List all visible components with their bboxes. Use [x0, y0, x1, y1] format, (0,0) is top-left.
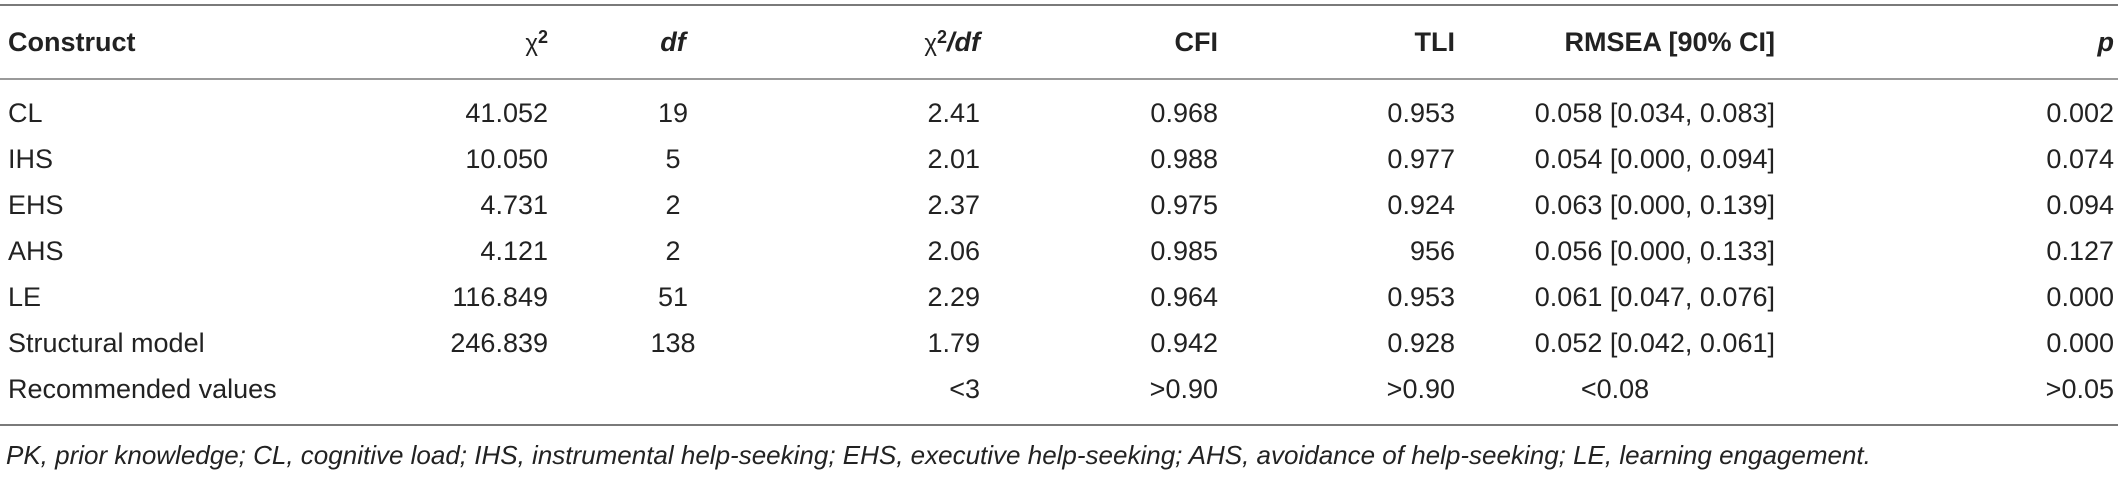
chi-symbol: χ: [525, 30, 538, 57]
cell-p: 0.000: [2046, 327, 2114, 358]
cell-ratio: <3: [949, 373, 980, 404]
cell-df: 138: [650, 327, 696, 358]
cell-tli: 0.928: [1387, 327, 1455, 358]
cell-chi2: 10.050: [465, 143, 548, 174]
cell-p: 0.000: [2046, 281, 2114, 312]
cell-tli: 0.977: [1387, 143, 1455, 174]
cell-cfi: 0.985: [1150, 235, 1218, 266]
cell-construct: LE: [8, 281, 42, 312]
header-chi-ratio: χ2/df: [798, 6, 980, 78]
table-row: CL 41.052 19 2.41 0.968 0.953 0.058 [0.0…: [0, 78, 2118, 136]
top-rule: [0, 4, 2118, 6]
cell-df: 2: [665, 235, 681, 266]
model-fit-table: Construct χ2 df χ2/df CFI TLI RMSEA [90%…: [0, 6, 2118, 412]
cell-rmsea: 0.052 [0.042, 0.061]: [1534, 327, 1775, 358]
ratio-chi-symbol: χ: [924, 30, 937, 57]
cell-ratio: 2.01: [927, 143, 980, 174]
header-chi-square: χ2: [320, 6, 548, 78]
header-cfi: CFI: [1174, 26, 1219, 57]
cell-rmsea: 0.058 [0.034, 0.083]: [1534, 97, 1775, 128]
cell-tli: 0.924: [1387, 189, 1455, 220]
cell-ratio: 1.79: [927, 327, 980, 358]
cell-construct: EHS: [8, 189, 64, 220]
cell-construct: Structural model: [8, 327, 205, 358]
cell-ratio: 2.06: [927, 235, 980, 266]
cell-chi2: 116.849: [452, 281, 548, 312]
cell-chi2: 4.731: [480, 189, 548, 220]
cell-cfi: >0.90: [1149, 373, 1218, 404]
cell-df: 19: [657, 97, 689, 128]
table-row: AHS 4.121 2 2.06 0.985 956 0.056 [0.000,…: [0, 228, 2118, 274]
cell-construct: IHS: [8, 143, 54, 174]
cell-chi2: 246.839: [450, 327, 548, 358]
bottom-rule: [0, 424, 2118, 426]
header-construct: Construct: [8, 26, 136, 57]
chi-superscript: 2: [537, 27, 548, 47]
cell-construct: CL: [8, 97, 43, 128]
cell-cfi: 0.968: [1150, 97, 1218, 128]
ratio-superscript: 2: [936, 27, 947, 47]
cell-rmsea: <0.08: [1580, 373, 1650, 404]
cell-p: 0.127: [2046, 235, 2114, 266]
cell-tli: 956: [1409, 235, 1455, 266]
cell-cfi: 0.988: [1150, 143, 1218, 174]
cell-ratio: 2.37: [927, 189, 980, 220]
cell-tli: >0.90: [1386, 373, 1455, 404]
cell-construct: AHS: [8, 235, 64, 266]
ratio-df: /df: [947, 27, 980, 57]
cell-df: 2: [665, 189, 681, 220]
header-tli: TLI: [1414, 26, 1456, 57]
cell-df: 51: [657, 281, 689, 312]
cell-cfi: 0.964: [1150, 281, 1218, 312]
cell-df: 5: [665, 143, 681, 174]
header-row: Construct χ2 df χ2/df CFI TLI RMSEA [90%…: [0, 6, 2118, 78]
cell-df: [548, 366, 798, 412]
cell-p: 0.074: [2046, 143, 2114, 174]
table-row: EHS 4.731 2 2.37 0.975 0.924 0.063 [0.00…: [0, 182, 2118, 228]
header-df: df: [660, 26, 686, 57]
cell-rmsea: 0.056 [0.000, 0.133]: [1534, 235, 1775, 266]
cell-tli: 0.953: [1387, 281, 1455, 312]
cell-rmsea: 0.054 [0.000, 0.094]: [1534, 143, 1775, 174]
table-row: IHS 10.050 5 2.01 0.988 0.977 0.054 [0.0…: [0, 136, 2118, 182]
header-rule: [0, 78, 2118, 80]
cell-tli: 0.953: [1387, 97, 1455, 128]
cell-cfi: 0.942: [1150, 327, 1218, 358]
cell-p: 0.002: [2046, 97, 2114, 128]
cell-ratio: 2.41: [927, 97, 980, 128]
cell-chi2: 4.121: [480, 235, 548, 266]
cell-cfi: 0.975: [1150, 189, 1218, 220]
table-row: LE 116.849 51 2.29 0.964 0.953 0.061 [0.…: [0, 274, 2118, 320]
cell-rmsea: 0.061 [0.047, 0.076]: [1534, 281, 1775, 312]
cell-chi2: [320, 366, 548, 412]
cell-rmsea: 0.063 [0.000, 0.139]: [1534, 189, 1775, 220]
header-p: p: [2097, 26, 2115, 57]
cell-p: 0.094: [2046, 189, 2114, 220]
cell-construct: Recommended values: [8, 373, 277, 404]
recommended-values-row: Recommended values <3 >0.90 >0.90 <0.08 …: [0, 366, 2118, 412]
cell-p: >0.05: [2045, 373, 2114, 404]
header-rmsea: RMSEA [90% CI]: [1564, 26, 1775, 57]
table-row: Structural model 246.839 138 1.79 0.942 …: [0, 320, 2118, 366]
table-footnote: PK, prior knowledge; CL, cognitive load;…: [6, 440, 1871, 470]
cell-ratio: 2.29: [927, 281, 980, 312]
cell-chi2: 41.052: [465, 97, 548, 128]
